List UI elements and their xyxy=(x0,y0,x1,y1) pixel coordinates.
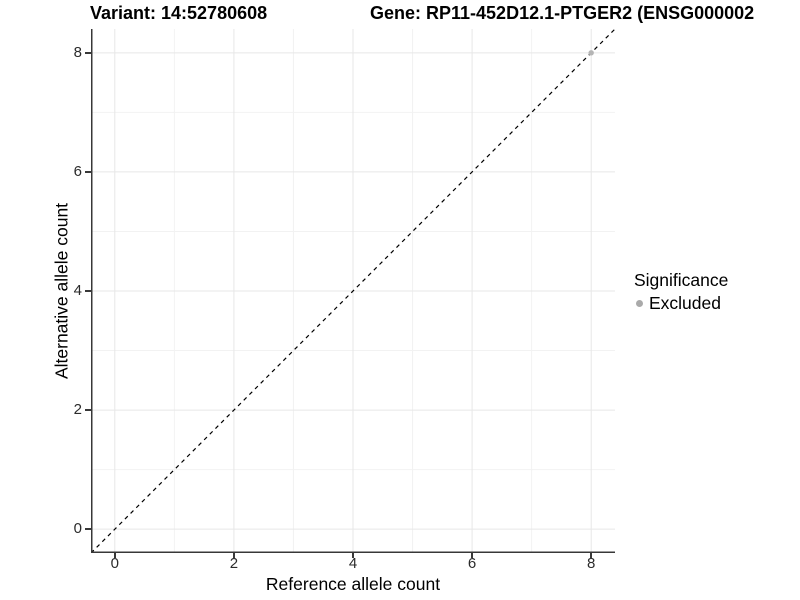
y-tick-mark xyxy=(85,171,91,173)
y-tick-mark xyxy=(85,409,91,411)
x-tick-label: 2 xyxy=(229,555,239,572)
x-tick-label: 8 xyxy=(587,555,596,572)
x-tick-mark xyxy=(471,553,473,558)
legend-item-label: Excluded xyxy=(649,293,721,313)
y-tick-mark xyxy=(85,528,91,530)
y-tick-label: 2 xyxy=(73,401,82,419)
plot-panel xyxy=(91,29,615,553)
legend-dot-icon xyxy=(636,300,643,307)
x-tick-mark xyxy=(233,553,235,558)
y-tick-label: 0 xyxy=(73,520,82,538)
y-tick-label: 6 xyxy=(73,162,82,180)
legend-title: Significance xyxy=(634,270,729,290)
plot-canvas xyxy=(91,29,615,553)
y-tick-label: 4 xyxy=(73,282,82,299)
x-tick-label: 6 xyxy=(467,555,477,572)
plot-title-variant: Variant: 14:52780608 xyxy=(90,3,268,23)
x-tick-label: 0 xyxy=(110,555,119,572)
legend-item-excluded: Excluded xyxy=(634,293,728,314)
x-tick-mark xyxy=(114,553,116,558)
plot-title-gene: Gene: RP11-452D12.1-PTGER2 (ENSG000002 xyxy=(370,3,755,23)
y-tick-mark xyxy=(85,52,91,54)
x-tick-mark xyxy=(352,553,354,558)
y-tick-mark xyxy=(85,290,91,292)
y-tick-label: 8 xyxy=(73,43,82,61)
legend: Significance Excluded xyxy=(634,270,728,314)
identity-line xyxy=(91,29,615,553)
data-point-excluded xyxy=(588,50,594,56)
x-axis-title: Reference allele count xyxy=(265,574,441,594)
x-tick-label: 4 xyxy=(348,555,358,572)
x-tick-mark xyxy=(590,553,592,558)
